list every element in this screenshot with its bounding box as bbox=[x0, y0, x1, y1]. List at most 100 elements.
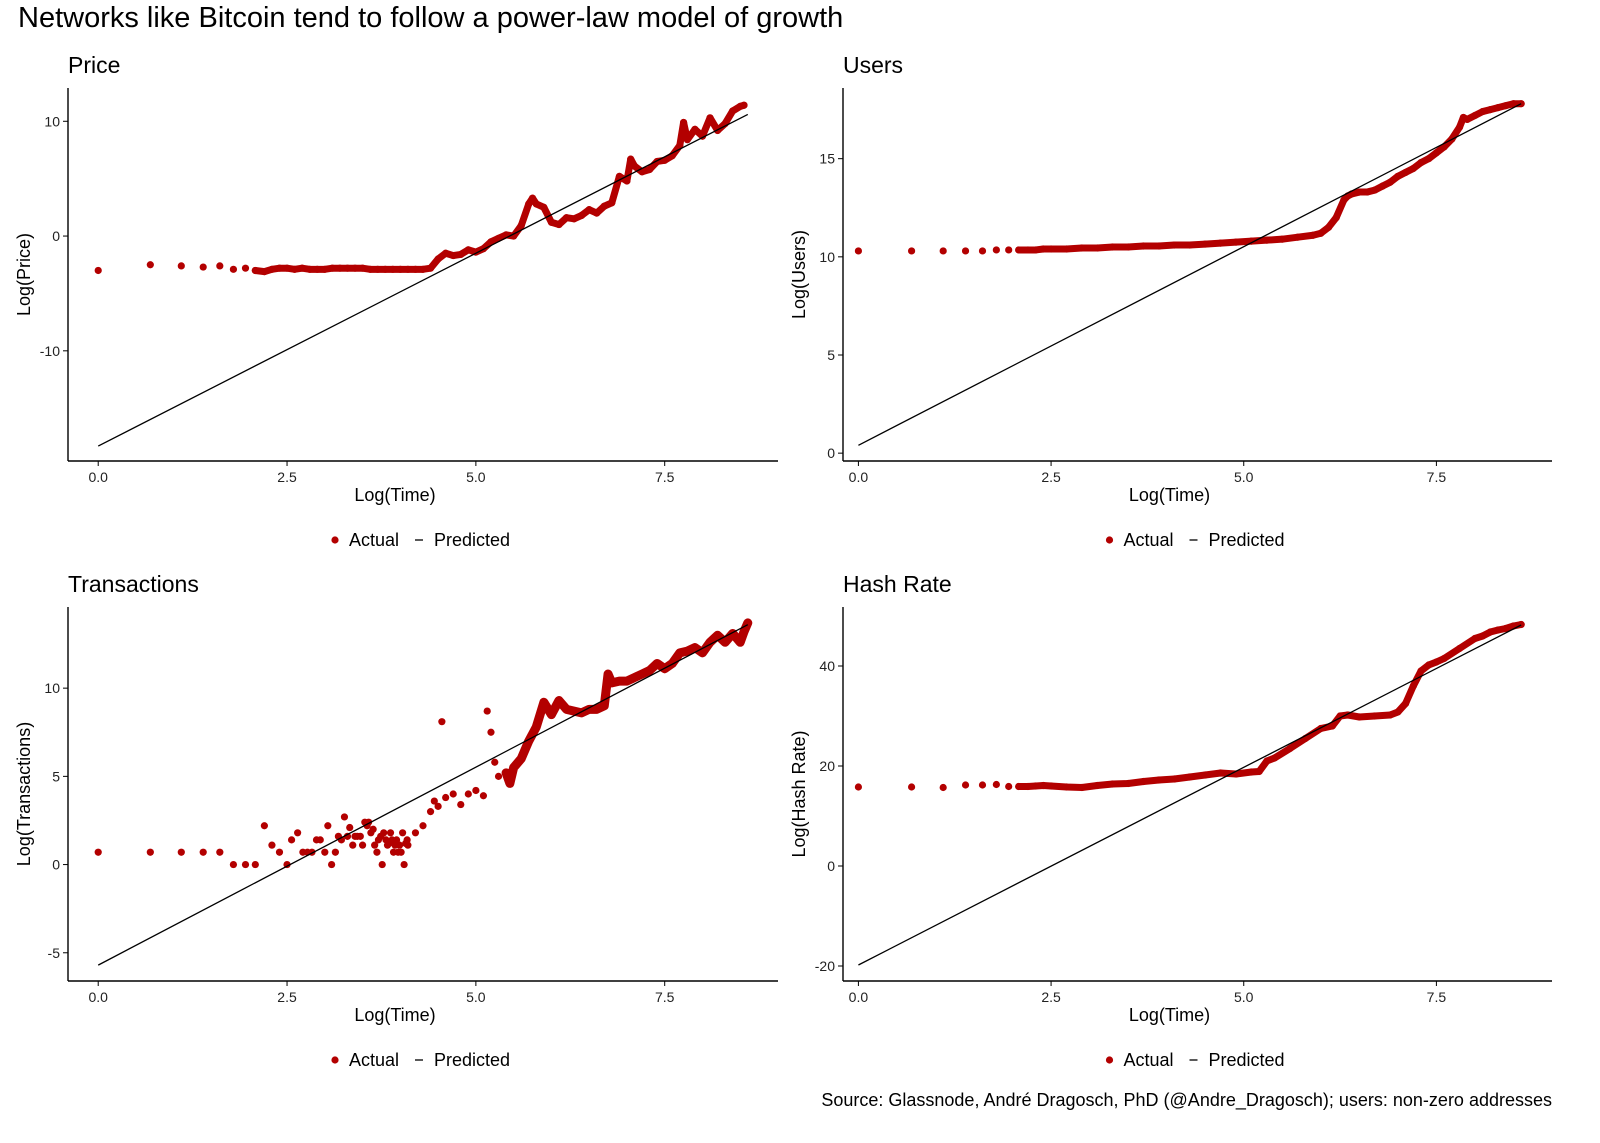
actual-point bbox=[562, 214, 571, 222]
actual-point bbox=[346, 823, 354, 832]
actual-point bbox=[260, 822, 268, 830]
actual-point bbox=[434, 255, 442, 263]
legend-predicted-label: Predicted bbox=[434, 1050, 510, 1070]
actual-point bbox=[854, 247, 863, 255]
actual-point bbox=[1109, 243, 1117, 251]
actual-point bbox=[1217, 239, 1225, 247]
actual-point bbox=[1217, 769, 1225, 777]
x-tick-label: 2.5 bbox=[1041, 989, 1061, 1005]
actual-point bbox=[706, 114, 714, 122]
actual-point bbox=[1494, 626, 1502, 634]
actual-point bbox=[177, 262, 185, 270]
actual-point bbox=[1032, 246, 1040, 254]
actual-point bbox=[907, 783, 916, 791]
actual-point bbox=[1286, 744, 1294, 753]
actual-point bbox=[268, 841, 276, 849]
legend-actual-label: Actual bbox=[1124, 1050, 1174, 1070]
legend-actual-marker bbox=[331, 1056, 339, 1064]
actual-point bbox=[94, 848, 102, 856]
actual-point bbox=[438, 718, 446, 726]
actual-point bbox=[1409, 682, 1417, 690]
actual-point bbox=[1317, 229, 1325, 237]
actual-point bbox=[623, 177, 631, 185]
actual-point bbox=[241, 264, 250, 272]
predicted-line bbox=[97, 624, 749, 966]
actual-point bbox=[540, 203, 548, 211]
actual-point bbox=[146, 261, 154, 269]
actual-point bbox=[1355, 713, 1363, 721]
actual-point bbox=[1401, 168, 1410, 177]
actual-series-band bbox=[1015, 621, 1525, 791]
legend-predicted-label: Predicted bbox=[434, 530, 510, 550]
actual-point bbox=[1139, 242, 1148, 250]
actual-point bbox=[1386, 711, 1394, 719]
actual-point bbox=[532, 200, 540, 208]
actual-point bbox=[1170, 775, 1178, 783]
actual-point bbox=[199, 263, 207, 271]
y-tick-label: -10 bbox=[40, 343, 60, 359]
actual-point bbox=[313, 265, 321, 273]
actual-point bbox=[729, 107, 737, 115]
actual-point bbox=[1093, 781, 1101, 790]
actual-point bbox=[1309, 231, 1317, 239]
x-tick-label: 5.0 bbox=[1234, 469, 1254, 485]
actual-point bbox=[1463, 115, 1471, 124]
actual-point bbox=[1024, 782, 1032, 791]
actual-point bbox=[349, 841, 357, 849]
actual-point bbox=[570, 215, 578, 223]
actual-point bbox=[1425, 155, 1433, 163]
actual-point bbox=[1078, 783, 1086, 792]
actual-point bbox=[1455, 123, 1464, 131]
x-tick-label: 7.5 bbox=[1427, 989, 1447, 1005]
actual-point bbox=[1502, 624, 1510, 633]
actual-point bbox=[1015, 782, 1023, 791]
actual-point bbox=[294, 829, 302, 837]
actual-point bbox=[1417, 159, 1425, 167]
actual-point bbox=[483, 707, 491, 715]
actual-point bbox=[1247, 768, 1256, 776]
actual-point bbox=[419, 822, 427, 830]
predicted-line bbox=[858, 103, 1522, 446]
actual-point bbox=[1170, 241, 1178, 249]
actual-point bbox=[600, 202, 608, 210]
actual-point bbox=[328, 860, 336, 869]
actual-point bbox=[1432, 658, 1441, 666]
actual-point bbox=[1494, 104, 1502, 112]
actual-point bbox=[1386, 178, 1394, 186]
legend-actual-label: Actual bbox=[349, 1050, 399, 1070]
actual-point bbox=[1363, 188, 1371, 196]
actual-point bbox=[381, 265, 389, 273]
actual-point bbox=[630, 162, 639, 170]
actual-point bbox=[464, 790, 472, 798]
actual-point bbox=[343, 264, 352, 272]
y-axis-title: Log(Hash Rate) bbox=[789, 730, 809, 857]
x-tick-label: 0.0 bbox=[88, 469, 108, 485]
legend: Actual Predicted bbox=[331, 1050, 510, 1070]
actual-point bbox=[1509, 100, 1518, 108]
actual-point bbox=[1455, 644, 1464, 653]
actual-point bbox=[907, 247, 916, 255]
actual-point bbox=[1278, 235, 1286, 243]
actual-point bbox=[1440, 654, 1448, 663]
actual-point bbox=[1294, 233, 1302, 241]
y-tick-label: 0 bbox=[52, 228, 60, 244]
actual-point bbox=[1263, 757, 1271, 765]
x-tick-label: 2.5 bbox=[277, 469, 297, 485]
actual-point bbox=[578, 211, 586, 219]
x-tick-label: 5.0 bbox=[466, 989, 486, 1005]
actual-point bbox=[389, 265, 397, 273]
actual-point bbox=[1486, 105, 1494, 114]
actual-point bbox=[1394, 172, 1402, 180]
actual-point bbox=[399, 829, 407, 837]
actual-point bbox=[547, 218, 556, 226]
actual-point bbox=[1401, 699, 1410, 708]
actual-point bbox=[1155, 242, 1163, 250]
x-tick-label: 0.0 bbox=[849, 989, 869, 1005]
actual-point bbox=[978, 781, 987, 789]
actual-point bbox=[683, 136, 691, 144]
actual-point bbox=[336, 264, 344, 272]
y-tick-label: 5 bbox=[52, 768, 60, 784]
actual-point bbox=[1417, 667, 1425, 675]
actual-point bbox=[328, 264, 336, 272]
